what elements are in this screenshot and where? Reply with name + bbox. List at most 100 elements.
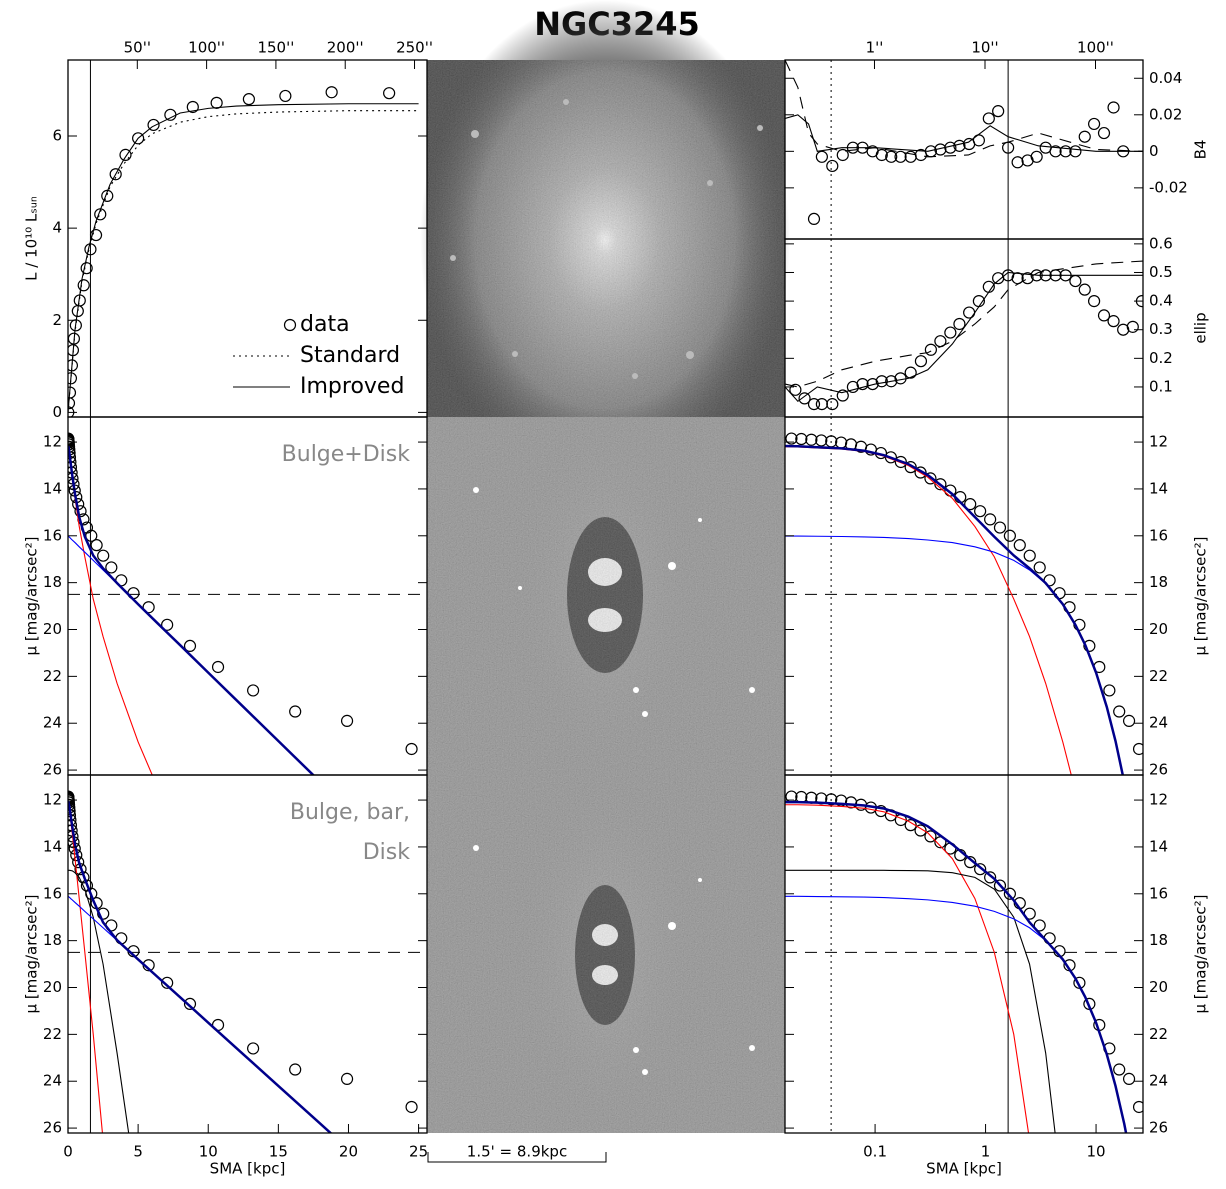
data-point: [1126, 320, 1139, 333]
plot-area: [785, 775, 1143, 1133]
stars: [473, 845, 755, 1075]
data-point: [875, 148, 888, 162]
data-point: [795, 432, 808, 446]
data-point: [984, 513, 997, 526]
data-point: [97, 549, 110, 562]
data-point: [340, 714, 354, 727]
y-tick-label: 18: [43, 931, 62, 949]
y-tick-label: 20: [1149, 620, 1168, 638]
y-tick-label: 18: [1149, 931, 1168, 949]
data-point: [992, 105, 1005, 118]
data-point: [1049, 145, 1062, 158]
data-point: [1013, 539, 1026, 552]
data-point: [161, 976, 174, 989]
y-tick-label: 6: [52, 127, 62, 145]
data-point: [944, 326, 957, 339]
data-point: [1033, 561, 1046, 574]
data-point: [405, 1100, 418, 1114]
x2-tick-label: 150'': [257, 39, 294, 57]
data-point: [210, 96, 223, 109]
x2-tick-label: 200'': [327, 39, 364, 57]
y-tick-label: 4: [52, 219, 62, 237]
data-point: [1069, 145, 1082, 158]
y-tick-label: 0.3: [1149, 320, 1173, 338]
data-point: [789, 383, 802, 396]
data-point: [914, 355, 928, 368]
y-tick-label: 14: [1149, 837, 1168, 855]
stars: [450, 99, 763, 379]
data-point: [1097, 309, 1111, 322]
y-tick-label: 0.5: [1149, 263, 1173, 281]
data-point: [1023, 549, 1036, 562]
model-line: [68, 445, 315, 775]
data-point: [835, 436, 848, 449]
model-line: [785, 446, 1072, 775]
data-point: [1107, 101, 1120, 114]
plot-area: [68, 60, 419, 417]
model-line: [68, 110, 419, 413]
y-tick-label: 0.04: [1149, 69, 1182, 87]
data-point: [325, 86, 338, 99]
data-point: [1069, 274, 1082, 288]
y-tick-label: 0.6: [1149, 234, 1173, 252]
data-point: [242, 93, 256, 106]
data-point: [836, 389, 849, 402]
data-point: [807, 212, 821, 226]
y-tick-label: 0.2: [1149, 349, 1173, 367]
data-point: [894, 372, 907, 385]
data-point: [147, 118, 160, 132]
data-point: [934, 478, 947, 491]
y-tick-label: 16: [43, 526, 62, 544]
data-point: [836, 148, 849, 162]
data-point: [904, 366, 917, 379]
data-point: [1033, 919, 1046, 932]
y-tick-label: 20: [1149, 978, 1168, 996]
residual-image-2: [427, 775, 785, 1133]
data-point: [340, 1072, 354, 1085]
data-point: [80, 262, 93, 275]
model-line: [785, 804, 1030, 1133]
data-point: [825, 793, 838, 806]
data-point: [74, 505, 87, 518]
y-tick-label: 12: [43, 791, 62, 809]
y-tick-label: 0: [52, 403, 62, 421]
data-point: [186, 100, 199, 114]
data-point: [993, 521, 1007, 534]
data-point: [963, 306, 976, 319]
plot-area: [785, 60, 1143, 239]
x2-tick-label: 1'': [866, 39, 884, 57]
image-noise: [427, 60, 785, 417]
y-tick-label: 16: [1149, 884, 1168, 902]
data-point: [289, 705, 302, 718]
data-point: [807, 398, 821, 411]
x-tick-label: 1: [981, 1143, 991, 1161]
legend-label: data: [300, 312, 350, 337]
panel-frame: [784, 416, 1144, 776]
model-line: [785, 271, 1143, 402]
data-point: [1132, 1100, 1143, 1114]
data-point: [856, 377, 869, 391]
y-tick-label: 16: [43, 884, 62, 902]
x-tick-label: 15: [269, 1143, 288, 1161]
x-tick-label: 5: [133, 1143, 143, 1161]
data-point: [885, 375, 898, 388]
x2-tick-label: 10'': [971, 39, 998, 57]
data-point: [1113, 705, 1126, 718]
legend-label: Standard: [300, 343, 400, 368]
data-point: [105, 561, 118, 574]
y-tick-label: 20: [43, 978, 62, 996]
data-point: [1083, 639, 1096, 653]
data-point: [1097, 126, 1111, 140]
y-tick-label: 0.1: [1149, 377, 1173, 395]
x-tick-label: 25: [409, 1143, 428, 1161]
data-point: [805, 433, 818, 446]
data-point: [1132, 742, 1143, 756]
plot-area: [785, 239, 1143, 417]
y-axis-label: L / 10¹⁰ Lₛᵤₙ: [23, 196, 41, 281]
data-point: [183, 639, 197, 653]
y-axis-label: B4: [1192, 140, 1210, 160]
model-line: [68, 103, 419, 413]
y-tick-label: 12: [1149, 791, 1168, 809]
